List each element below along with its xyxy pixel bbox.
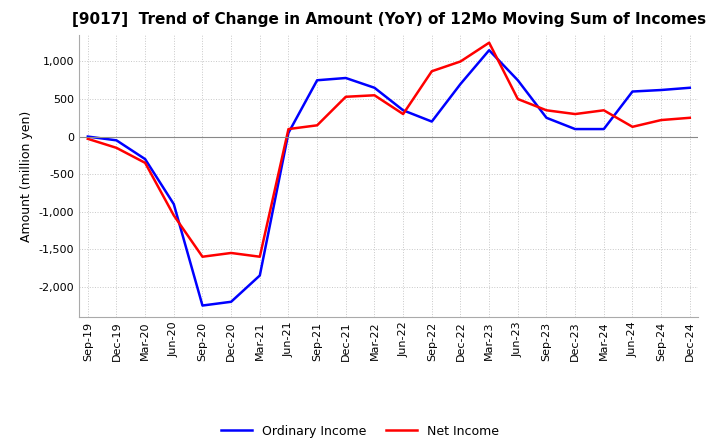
Ordinary Income: [428, 119, 436, 124]
Ordinary Income: [227, 299, 235, 304]
Ordinary Income: [600, 126, 608, 132]
Ordinary Income: [685, 85, 694, 90]
Line: Net Income: Net Income: [88, 43, 690, 257]
Ordinary Income: [399, 108, 408, 113]
Net Income: [600, 108, 608, 113]
Legend: Ordinary Income, Net Income: Ordinary Income, Net Income: [216, 420, 504, 440]
Net Income: [513, 96, 522, 102]
Ordinary Income: [542, 115, 551, 121]
Net Income: [84, 136, 92, 142]
Net Income: [312, 123, 321, 128]
Ordinary Income: [84, 134, 92, 139]
Net Income: [628, 124, 636, 129]
Ordinary Income: [341, 75, 350, 81]
Net Income: [141, 160, 150, 165]
Ordinary Income: [513, 77, 522, 83]
Net Income: [112, 145, 121, 150]
Net Income: [657, 117, 665, 123]
Net Income: [571, 111, 580, 117]
Ordinary Income: [169, 202, 178, 207]
Ordinary Income: [141, 157, 150, 162]
Ordinary Income: [370, 85, 379, 90]
Ordinary Income: [284, 130, 293, 136]
Ordinary Income: [628, 89, 636, 94]
Ordinary Income: [198, 303, 207, 308]
Net Income: [370, 93, 379, 98]
Ordinary Income: [485, 48, 493, 53]
Ordinary Income: [256, 273, 264, 278]
Net Income: [685, 115, 694, 121]
Net Income: [542, 108, 551, 113]
Net Income: [169, 213, 178, 218]
Ordinary Income: [657, 88, 665, 93]
Ordinary Income: [112, 138, 121, 143]
Net Income: [456, 59, 465, 64]
Ordinary Income: [571, 126, 580, 132]
Net Income: [399, 111, 408, 117]
Net Income: [256, 254, 264, 259]
Ordinary Income: [312, 77, 321, 83]
Net Income: [198, 254, 207, 259]
Line: Ordinary Income: Ordinary Income: [88, 50, 690, 305]
Y-axis label: Amount (million yen): Amount (million yen): [20, 110, 33, 242]
Net Income: [341, 94, 350, 99]
Ordinary Income: [456, 81, 465, 87]
Title: [9017]  Trend of Change in Amount (YoY) of 12Mo Moving Sum of Incomes: [9017] Trend of Change in Amount (YoY) o…: [72, 12, 706, 27]
Net Income: [227, 250, 235, 256]
Net Income: [485, 40, 493, 45]
Net Income: [284, 126, 293, 132]
Net Income: [428, 69, 436, 74]
